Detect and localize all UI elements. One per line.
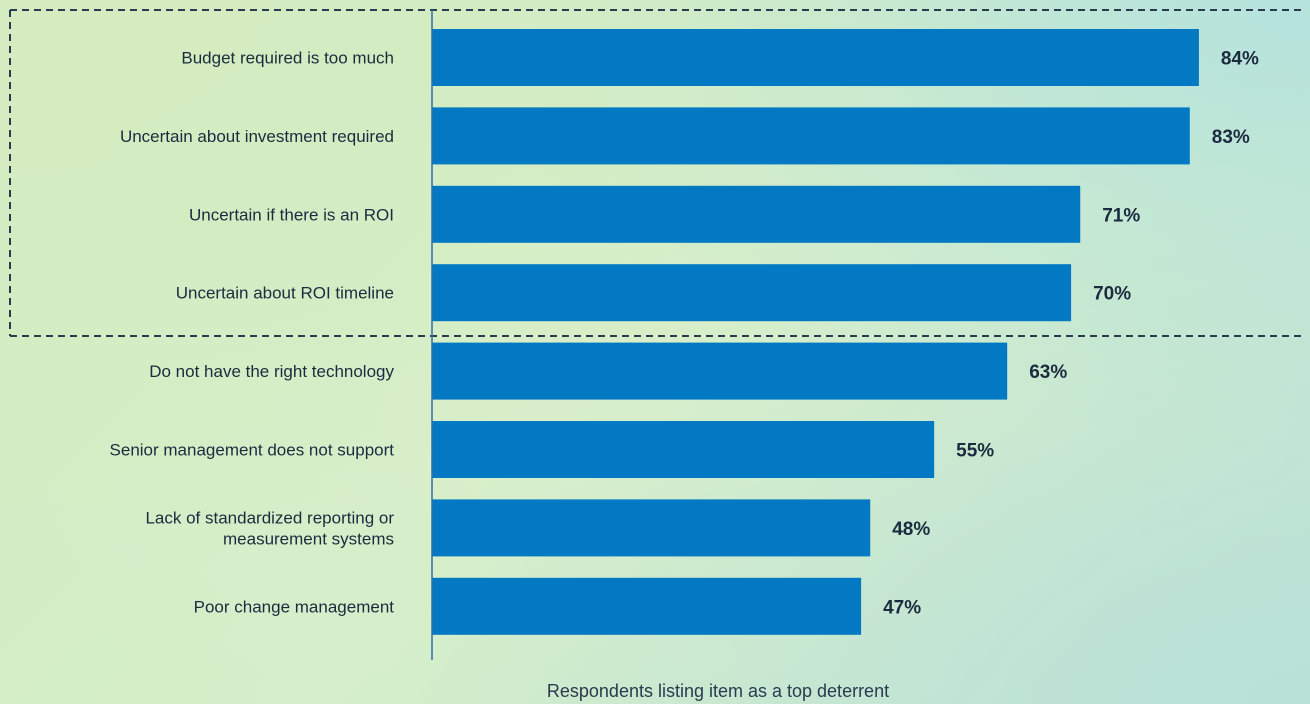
bar-3 — [432, 185, 1081, 243]
category-label-2: Uncertain about investment required — [120, 127, 394, 146]
bar-6 — [432, 421, 935, 478]
value-label-5: 63% — [1029, 362, 1067, 383]
category-label-4: Uncertain about ROI timeline — [176, 284, 394, 303]
bar-4 — [432, 264, 1072, 322]
bar-5 — [432, 342, 1008, 400]
category-label-1: Budget required is too much — [181, 49, 394, 68]
bar-1 — [432, 29, 1199, 86]
value-label-1: 84% — [1221, 49, 1259, 70]
bar-8 — [432, 577, 862, 635]
bar-7 — [432, 499, 871, 557]
category-label-7-line-1: Lack of standardized reporting or — [145, 508, 394, 527]
category-label-7-line-2: measurement systems — [223, 529, 394, 548]
x-axis-title: Respondents listing item as a top deterr… — [547, 681, 889, 701]
value-label-8: 47% — [883, 597, 921, 618]
bar-2 — [432, 107, 1190, 165]
highlight-group — [9, 9, 1306, 337]
value-labels-group: 84% 83% 71% 70% 63% 55% 48% 47% — [883, 49, 1259, 619]
value-label-6: 55% — [956, 441, 994, 462]
value-label-7: 48% — [892, 519, 930, 540]
value-label-3: 71% — [1102, 205, 1140, 226]
category-label-8: Poor change management — [194, 597, 395, 616]
bars-group — [432, 29, 1199, 635]
category-labels-group: Budget required is too much Uncertain abo… — [110, 49, 395, 617]
category-label-3: Uncertain if there is an ROI — [189, 205, 394, 224]
value-label-2: 83% — [1212, 127, 1250, 148]
category-label-5: Do not have the right technology — [149, 362, 394, 381]
value-label-4: 70% — [1093, 284, 1131, 305]
category-label-6: Senior management does not support — [110, 441, 395, 460]
